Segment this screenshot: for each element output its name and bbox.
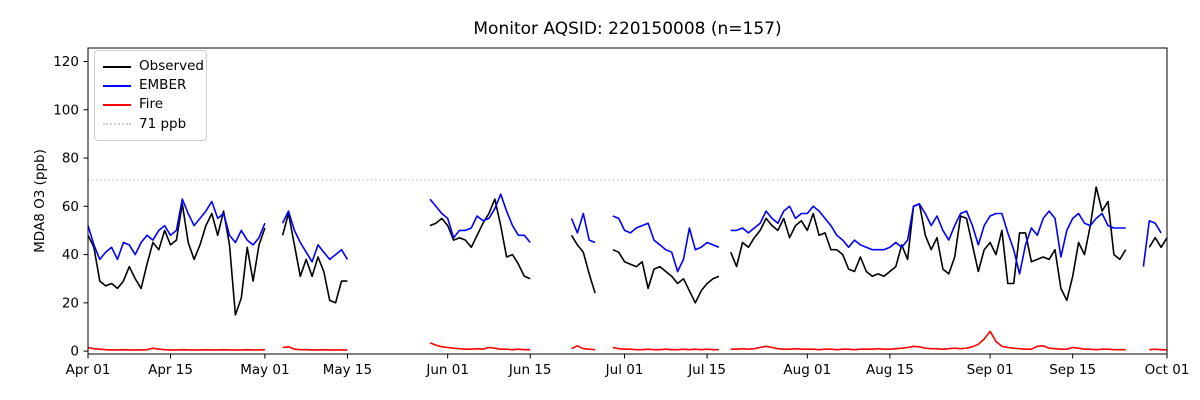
x-tick-label: Sep 01 bbox=[967, 362, 1014, 378]
x-tick-label: Apr 15 bbox=[148, 362, 193, 378]
x-tick-label: Oct 01 bbox=[1145, 362, 1190, 378]
legend-line-swatch bbox=[103, 104, 131, 107]
x-tick-label: Apr 01 bbox=[66, 362, 111, 378]
y-tick-label: 20 bbox=[62, 295, 79, 311]
x-tick-label: Aug 01 bbox=[783, 362, 831, 378]
y-tick-label: 100 bbox=[53, 102, 79, 118]
x-tick-label: May 15 bbox=[323, 362, 372, 378]
y-tick-label: 60 bbox=[62, 199, 79, 215]
legend-item-71-ppb: 71 ppb bbox=[103, 115, 198, 134]
x-tick-label: Jul 01 bbox=[605, 362, 644, 378]
legend-line-swatch bbox=[103, 123, 131, 126]
legend-item-fire: Fire bbox=[103, 96, 198, 115]
y-tick-label: 80 bbox=[62, 151, 79, 167]
chart-title: Monitor AQSID: 220150008 (n=157) bbox=[473, 19, 782, 39]
series-line-ember bbox=[87, 193, 1162, 275]
x-tick-label: Jun 01 bbox=[425, 362, 469, 378]
legend-line-swatch bbox=[103, 65, 131, 68]
y-tick-label: 120 bbox=[53, 54, 79, 70]
x-tick-label: Sep 15 bbox=[1049, 362, 1096, 378]
x-tick-label: Jun 15 bbox=[508, 362, 552, 378]
legend-label: 71 ppb bbox=[139, 115, 187, 132]
axes-frame bbox=[87, 47, 1168, 355]
series-line-fire bbox=[87, 330, 1168, 351]
series-line-observed bbox=[87, 186, 1168, 316]
x-tick-label: Aug 15 bbox=[866, 362, 914, 378]
legend-label: Fire bbox=[139, 96, 164, 113]
legend-label: EMBER bbox=[139, 77, 187, 94]
x-tick-label: May 01 bbox=[240, 362, 289, 378]
legend-label: Observed bbox=[139, 57, 204, 74]
legend-item-observed: Observed bbox=[103, 57, 204, 76]
legend: Observed EMBER Fire 71 ppb bbox=[94, 50, 207, 141]
legend-line-swatch bbox=[103, 84, 131, 87]
y-tick-label: 0 bbox=[70, 344, 79, 360]
y-tick-label: 40 bbox=[62, 247, 79, 263]
legend-item-ember: EMBER bbox=[103, 76, 198, 95]
x-tick-label: Jul 15 bbox=[687, 362, 726, 378]
